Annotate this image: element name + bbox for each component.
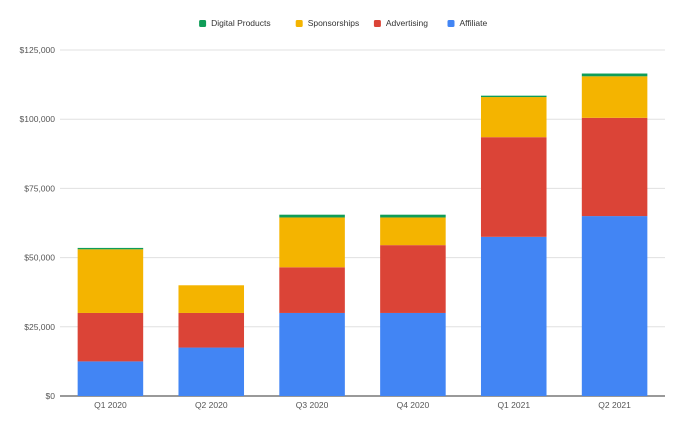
bar-advertising-3 [380, 245, 446, 313]
y-tick-label: $75,000 [24, 183, 55, 193]
x-tick-label: Q1 2021 [497, 400, 530, 410]
bar-digital-products-5 [581, 73, 648, 77]
x-tick-label: Q2 2021 [598, 400, 631, 410]
bar-affiliate-3 [380, 312, 446, 396]
legend: Digital Products Sponsorships Advertising A… [199, 18, 487, 28]
y-tick-label: $50,000 [24, 253, 55, 263]
bar-affiliate-5 [581, 216, 648, 396]
x-tick-label: Q3 2020 [296, 400, 329, 410]
legend-swatch-advertising [373, 20, 381, 27]
y-tick-label: $100,000 [20, 114, 56, 124]
bar-advertising-2 [279, 267, 345, 313]
y-tick-label: $25,000 [24, 322, 55, 332]
legend-label: Advertising [386, 18, 428, 28]
y-tick-label: $0 [46, 391, 56, 401]
bar-advertising-5 [581, 117, 648, 217]
bar-advertising-4 [480, 137, 547, 237]
x-axis: Q1 2020 Q2 2020 Q3 2020 Q4 2020 Q1 2021 Q2 20… [94, 400, 631, 410]
legend-swatch-affiliate [447, 20, 455, 27]
x-tick-label: Q2 2020 [195, 400, 228, 410]
bar-sponsorships-2 [279, 217, 345, 268]
legend-label: Affiliate [460, 18, 488, 28]
y-axis: $0 $25,000 $50,000 $75,000 $100,000 $125,000 [20, 45, 56, 401]
legend-label: Digital Products [211, 18, 271, 28]
bar-digital-products-4 [480, 95, 547, 98]
bar-advertising-0 [77, 312, 144, 362]
bar-digital-products-2 [279, 214, 345, 218]
bar-sponsorships-5 [581, 76, 648, 118]
bar-digital-products-0 [77, 247, 144, 250]
bar-affiliate-2 [279, 312, 345, 396]
bar-sponsorships-3 [380, 217, 446, 246]
bar-affiliate-4 [480, 236, 547, 396]
x-tick-label: Q1 2020 [94, 400, 127, 410]
bar-advertising-1 [178, 312, 245, 348]
bar-sponsorships-1 [178, 285, 245, 313]
bar-affiliate-1 [178, 347, 245, 396]
bar-digital-products-3 [380, 214, 446, 218]
y-tick-label: $125,000 [20, 45, 56, 55]
bar-sponsorships-0 [77, 249, 144, 313]
bar-sponsorships-4 [480, 97, 547, 138]
bars [77, 73, 648, 396]
legend-swatch-digital-products [199, 20, 207, 27]
legend-swatch-sponsorships [295, 20, 303, 27]
x-tick-label: Q4 2020 [397, 400, 430, 410]
legend-label: Sponsorships [308, 18, 360, 28]
gridlines [60, 49, 665, 397]
bar-affiliate-0 [77, 361, 144, 396]
